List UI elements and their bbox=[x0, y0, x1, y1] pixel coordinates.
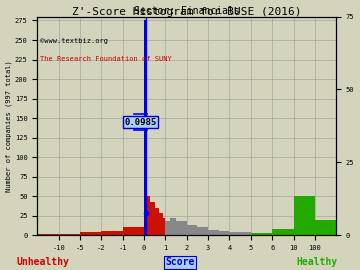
Bar bbox=[176, 221, 187, 235]
Text: ©www.textbiz.org: ©www.textbiz.org bbox=[40, 38, 108, 45]
Bar bbox=[59, 234, 80, 235]
Bar bbox=[146, 196, 150, 235]
Text: Score: Score bbox=[165, 257, 195, 267]
Text: The Research Foundation of SUNY: The Research Foundation of SUNY bbox=[40, 56, 172, 62]
Y-axis label: Number of companies (997 total): Number of companies (997 total) bbox=[5, 60, 12, 192]
Bar bbox=[155, 208, 159, 235]
Bar bbox=[144, 21, 146, 235]
Bar bbox=[197, 227, 208, 235]
Bar bbox=[37, 234, 59, 235]
Bar bbox=[315, 220, 336, 235]
Bar bbox=[187, 225, 197, 235]
Text: Sector: Financials: Sector: Financials bbox=[134, 5, 240, 15]
Bar bbox=[229, 232, 251, 235]
Bar bbox=[293, 196, 315, 235]
Bar bbox=[170, 218, 176, 235]
Bar bbox=[80, 232, 102, 235]
Title: Z'-Score Histogram for BUSE (2016): Z'-Score Histogram for BUSE (2016) bbox=[72, 6, 302, 16]
Bar bbox=[163, 218, 165, 235]
Bar bbox=[150, 202, 155, 235]
Bar bbox=[272, 229, 293, 235]
Text: Unhealthy: Unhealthy bbox=[17, 257, 69, 267]
Bar bbox=[159, 213, 163, 235]
Bar bbox=[208, 230, 219, 235]
Bar bbox=[102, 231, 123, 235]
Bar bbox=[123, 227, 144, 235]
Bar bbox=[219, 231, 229, 235]
Bar bbox=[251, 233, 272, 235]
Text: Healthy: Healthy bbox=[296, 257, 337, 267]
Text: 0.0985: 0.0985 bbox=[124, 117, 156, 127]
Bar bbox=[165, 221, 170, 235]
